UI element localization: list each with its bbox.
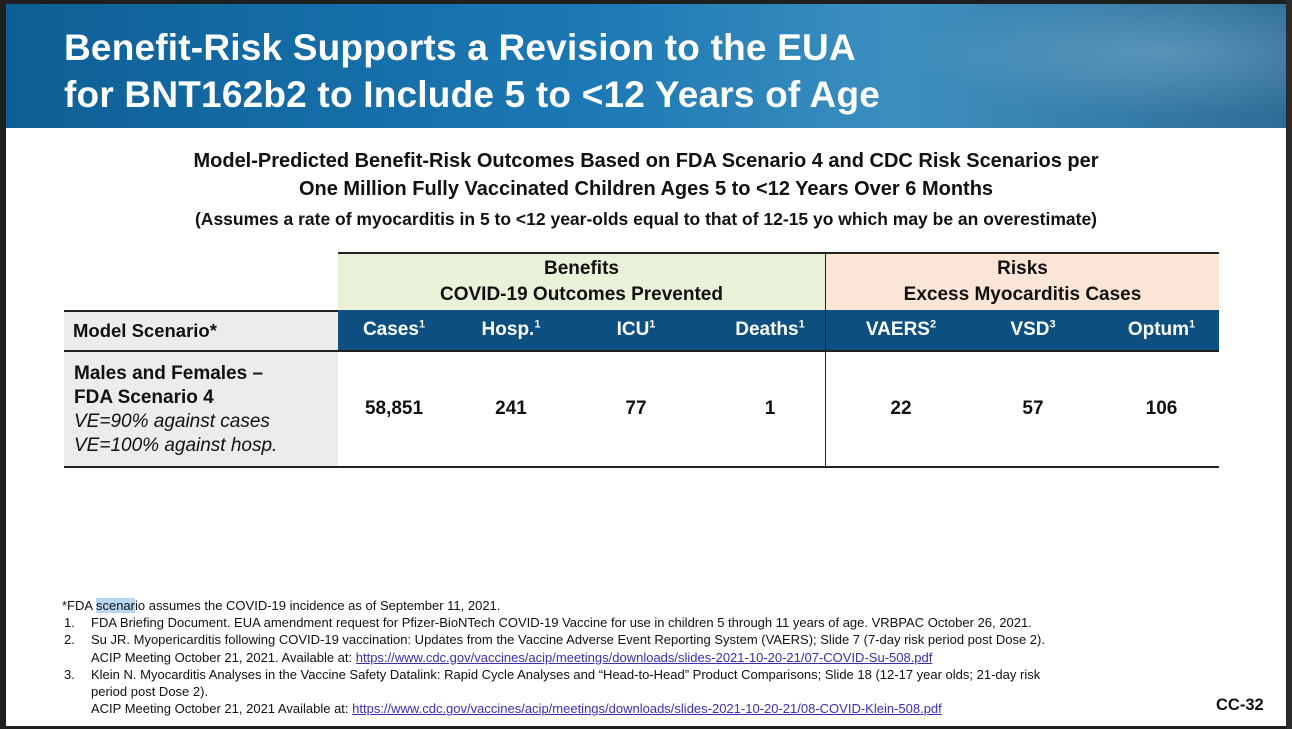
header-bottom-rule <box>64 350 1219 352</box>
su-slides-link[interactable]: https://www.cdc.gov/vaccines/acip/meetin… <box>355 649 933 665</box>
value-hosp: 241 <box>495 398 527 419</box>
benefits-group-header: Benefits COVID-19 Outcomes Prevented <box>338 254 825 310</box>
benefit-risk-table: Benefits COVID-19 Outcomes Prevented Ris… <box>64 252 1219 468</box>
scenario-column-header: Model Scenario* <box>64 312 338 350</box>
title-line-1: Benefit-Risk Supports a Revision to the … <box>64 27 856 68</box>
footnote-1: 1. FDA Briefing Document. EUA amendment r… <box>64 615 1032 631</box>
table-bottom-rule <box>64 466 1219 468</box>
scenario-line-2: FDA Scenario 4 <box>74 387 214 408</box>
footnote-star: *FDA scenario assumes the COVID-19 incid… <box>62 598 501 613</box>
footnote-2-source: ACIP Meeting October 21, 2021. Available… <box>91 649 933 665</box>
scenario-line-4: VE=100% against hosp. <box>74 435 278 456</box>
risks-group-header: Risks Excess Myocarditis Cases <box>826 254 1219 310</box>
scenario-cell: Males and Females – FDA Scenario 4 VE=90… <box>64 352 338 466</box>
benefit-risk-divider <box>825 254 826 466</box>
col-header-cases: Cases1 <box>362 318 426 340</box>
slide-number: CC-32 <box>1216 696 1264 714</box>
footnote-2: 2. Su JR. Myopericarditis following COVID… <box>64 632 1045 648</box>
scenario-header-rule <box>64 310 338 312</box>
footnotes: *FDA scenario assumes the COVID-19 incid… <box>62 597 1222 717</box>
value-optum: 106 <box>1145 398 1178 419</box>
table-top-rule <box>338 252 1219 254</box>
scenario-line-3: VE=90% against cases <box>74 411 270 432</box>
caption-line-1: Model-Predicted Benefit-Risk Outcomes Ba… <box>193 150 1099 172</box>
column-header-row: Cases1 Hosp.1 ICU1 Deaths1 VAERS2 VSD3 O… <box>338 310 1219 350</box>
banner-texture <box>866 4 1286 128</box>
col-header-vaers: VAERS2 <box>865 318 937 340</box>
value-vaers: 22 <box>890 398 912 419</box>
value-deaths: 1 <box>764 398 776 419</box>
scenario-line-1: Males and Females – <box>74 363 264 384</box>
table-caption: Model-Predicted Benefit-Risk Outcomes Ba… <box>6 147 1286 203</box>
viewer-edge <box>1286 0 1292 729</box>
col-header-optum: Optum1 <box>1127 318 1196 340</box>
footnote-3: 3. Klein N. Myocarditis Analyses in the V… <box>64 666 1041 682</box>
value-vsd: 57 <box>1022 398 1044 419</box>
footnote-3-source: ACIP Meeting October 21, 2021 Available … <box>91 701 942 717</box>
title-line-2: for BNT162b2 to Include 5 to <12 Years o… <box>64 74 881 115</box>
text-selection-highlight: scenar <box>95 598 135 613</box>
risks-label: Risks <box>997 258 1048 279</box>
col-header-vsd: VSD3 <box>1010 318 1056 340</box>
benefits-label: Benefits <box>544 258 619 279</box>
value-cases: 58,851 <box>364 398 424 419</box>
title-banner: Benefit-Risk Supports a Revision to the … <box>6 4 1286 128</box>
footnote-3-cont: period post Dose 2). <box>91 684 209 700</box>
risks-sublabel: Excess Myocarditis Cases <box>903 284 1142 305</box>
caption-line-2: One Million Fully Vaccinated Children Ag… <box>298 178 994 200</box>
klein-slides-link[interactable]: https://www.cdc.gov/vaccines/acip/meetin… <box>352 701 942 717</box>
slide: Benefit-Risk Supports a Revision to the … <box>6 4 1286 726</box>
col-header-deaths: Deaths1 <box>735 318 805 340</box>
slide-title: Benefit-Risk Supports a Revision to the … <box>64 24 880 118</box>
col-header-hosp: Hosp.1 <box>481 318 541 340</box>
benefits-sublabel: COVID-19 Outcomes Prevented <box>440 284 723 305</box>
assumption-note: (Assumes a rate of myocarditis in 5 to <… <box>194 209 1098 229</box>
col-header-icu: ICU1 <box>616 318 656 340</box>
value-icu: 77 <box>625 398 647 419</box>
